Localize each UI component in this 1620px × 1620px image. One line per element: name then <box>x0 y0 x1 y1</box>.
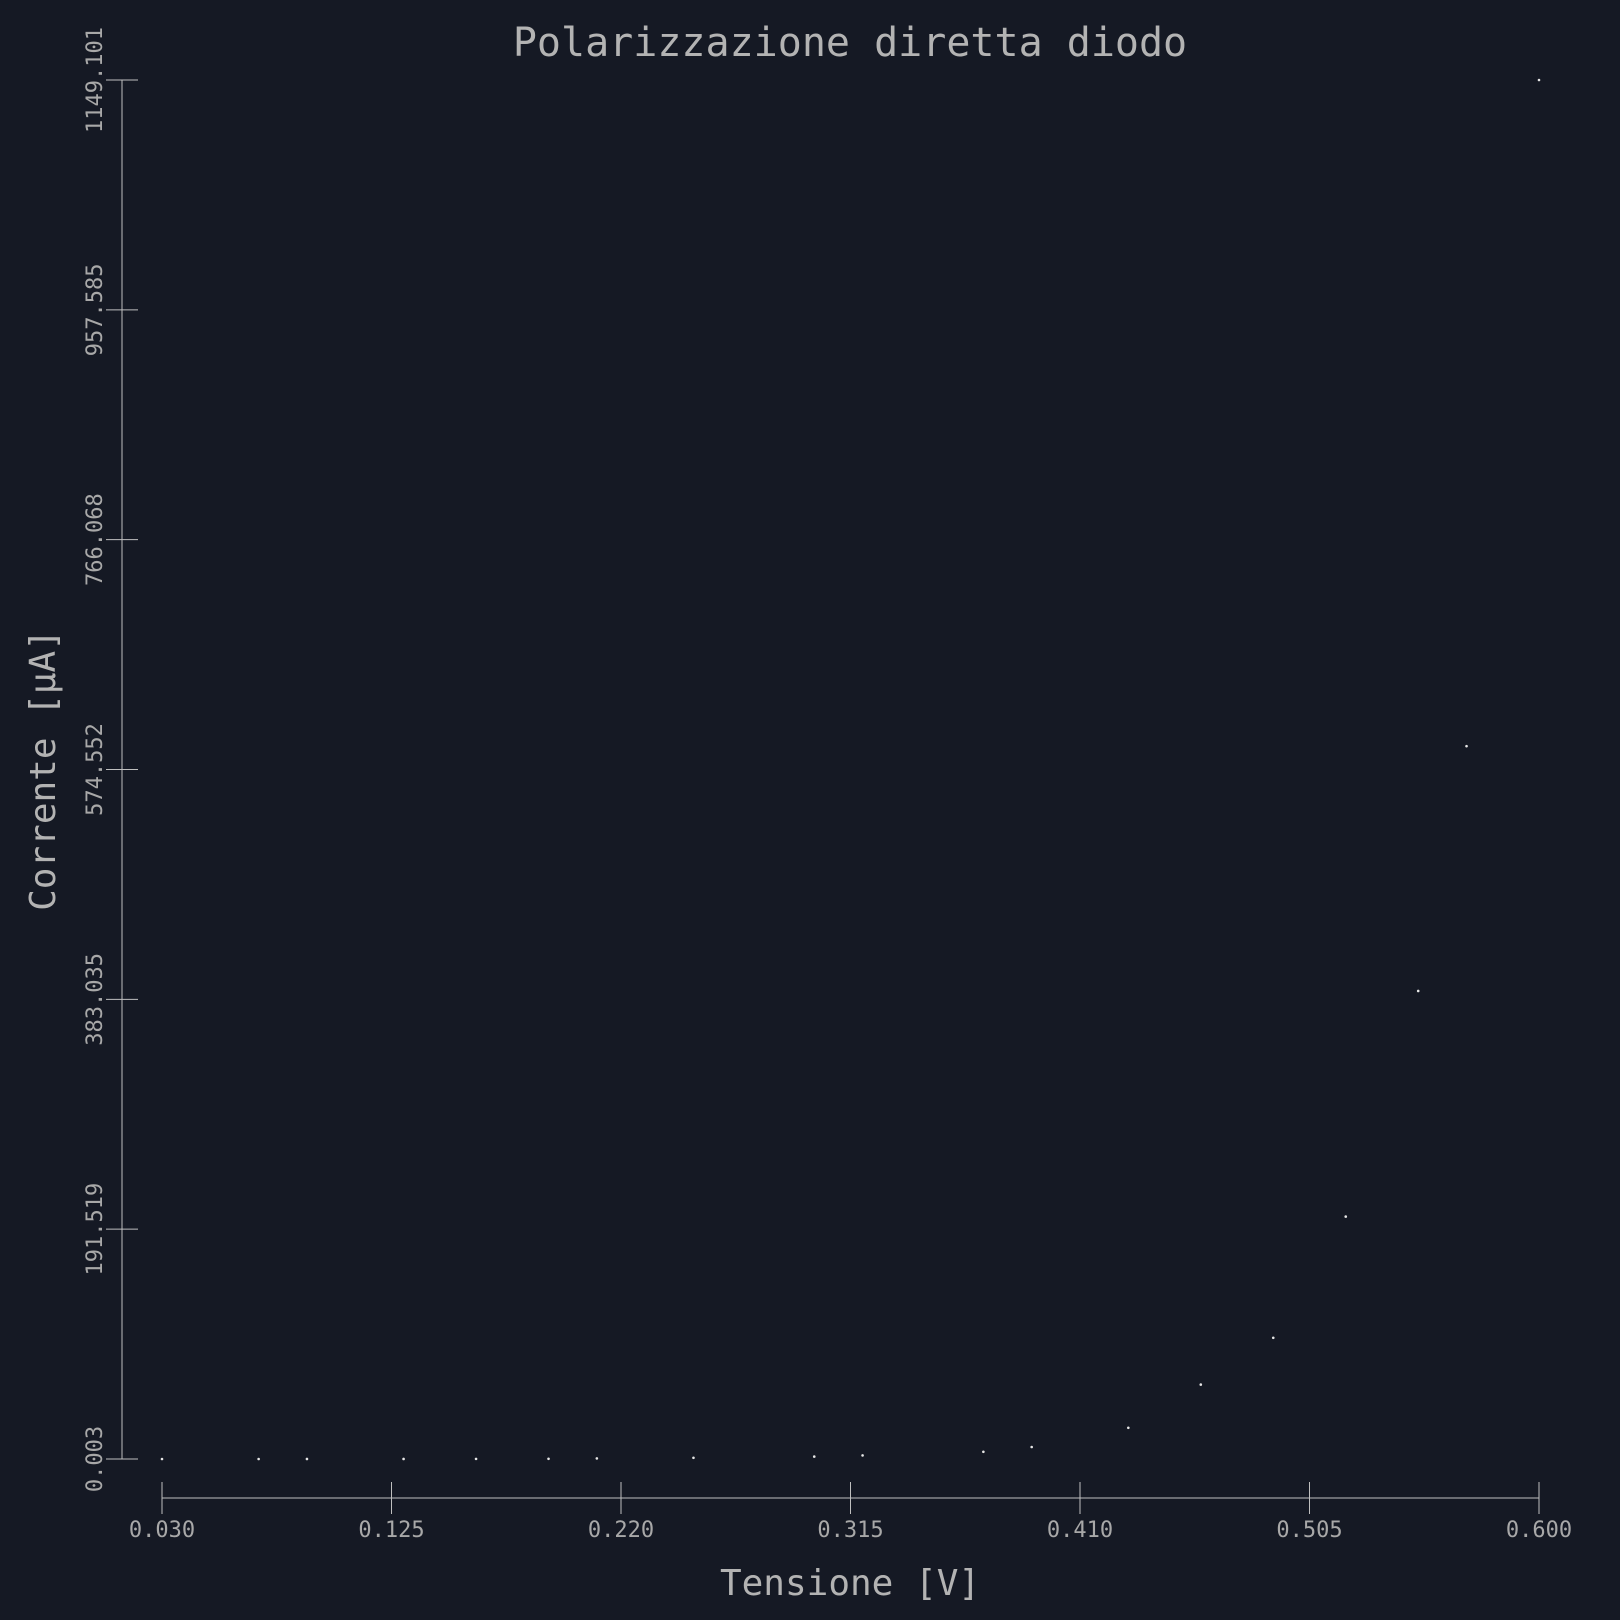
x-tick-label-1: 0.125 <box>358 1518 424 1543</box>
x-tick-label-2: 0.220 <box>588 1518 654 1543</box>
y-axis-ticks: 0.003 191.519 383.035 574.552 766.068 957.585… <box>83 27 138 1492</box>
y-tick-label-2: 383.035 <box>83 953 108 1046</box>
data-points <box>160 78 1541 1461</box>
x-tick-label-4: 0.410 <box>1047 1518 1113 1543</box>
x-tick-label-6: 0.600 <box>1506 1518 1572 1543</box>
data-point-11 <box>1030 1445 1033 1449</box>
y-tick-label-4: 766.068 <box>83 493 108 586</box>
data-point-10 <box>982 1450 985 1454</box>
x-axis-label: Tensione [V] <box>720 1563 980 1604</box>
data-point-4 <box>474 1457 478 1461</box>
data-point-9 <box>861 1454 864 1457</box>
data-point-13 <box>1199 1383 1203 1386</box>
y-axis-label: Corrente [µA] <box>23 629 64 911</box>
data-point-18 <box>1537 78 1541 82</box>
y-tick-label-6: 1149.101 <box>83 27 108 133</box>
data-point-17 <box>1465 744 1468 748</box>
y-tick-label-1: 191.519 <box>83 1183 108 1276</box>
data-point-14 <box>1271 1336 1275 1340</box>
data-point-8 <box>812 1455 816 1458</box>
data-point-7 <box>692 1456 695 1460</box>
data-point-12 <box>1127 1426 1130 1430</box>
data-point-5 <box>547 1457 550 1461</box>
data-point-1 <box>257 1457 260 1461</box>
x-axis-ticks: 0.030 0.125 0.220 0.315 0.410 0.505 0.600 <box>129 1482 1572 1543</box>
data-point-2 <box>305 1457 309 1461</box>
data-point-15 <box>1344 1215 1348 1218</box>
y-tick-label-3: 574.552 <box>83 723 108 816</box>
x-tick-label-3: 0.315 <box>817 1518 883 1543</box>
y-tick-label-5: 957.585 <box>83 263 108 356</box>
data-point-16 <box>1416 989 1420 993</box>
chart-title: Polarizzazione diretta diodo <box>513 20 1187 66</box>
x-tick-label-0: 0.030 <box>129 1518 195 1543</box>
x-tick-label-5: 0.505 <box>1276 1518 1342 1543</box>
data-point-6 <box>595 1457 599 1460</box>
y-tick-label-0: 0.003 <box>83 1426 108 1492</box>
data-point-0 <box>160 1457 164 1461</box>
data-point-3 <box>402 1457 405 1461</box>
